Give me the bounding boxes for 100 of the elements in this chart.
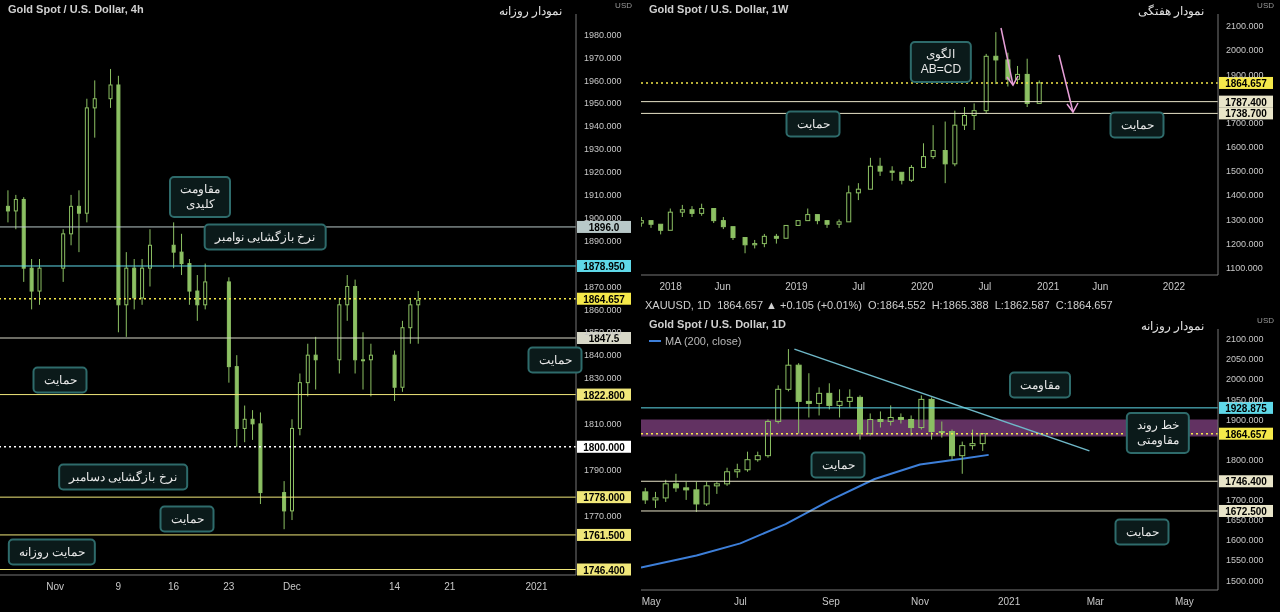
ref-line-label: 1746.400 bbox=[1225, 476, 1268, 488]
ref-line-label: 1761.500 bbox=[583, 529, 626, 541]
annotation: نرخ بازگشایی نوامبر bbox=[203, 223, 327, 251]
candlestick bbox=[942, 121, 948, 184]
y-tick-label: 1600.000 bbox=[1226, 535, 1264, 546]
x-tick-label: 14 bbox=[388, 581, 401, 593]
x-tick-label: 21 bbox=[444, 581, 456, 593]
candlestick bbox=[724, 467, 731, 487]
ref-line-label: 1928.875 bbox=[1225, 402, 1268, 414]
x-tick-label: Jul bbox=[852, 281, 866, 293]
x-tick-label: Nov bbox=[911, 596, 929, 608]
x-tick-label: Dec bbox=[283, 581, 301, 593]
y-axis-title: USD bbox=[615, 1, 632, 10]
y-tick-label: 1910.000 bbox=[584, 190, 622, 201]
candlestick bbox=[21, 196, 26, 283]
candlestick bbox=[648, 220, 654, 229]
candlestick bbox=[993, 31, 999, 85]
candlestick bbox=[689, 205, 695, 218]
annotation: حمایت bbox=[159, 505, 215, 533]
annotation: نمودار روزانه bbox=[1140, 319, 1204, 333]
candlestick bbox=[672, 473, 679, 493]
x-tick-label: 2022 bbox=[1162, 281, 1186, 293]
candlestick bbox=[147, 228, 152, 287]
candlestick bbox=[816, 386, 823, 416]
y-tick-label: 1920.000 bbox=[584, 167, 622, 178]
candlestick bbox=[282, 480, 287, 530]
annotation: حمایت bbox=[1109, 111, 1165, 139]
candlestick bbox=[836, 218, 842, 229]
candlestick bbox=[971, 102, 977, 131]
candlestick bbox=[195, 274, 200, 322]
chart-title: Gold Spot / U.S. Dollar, 1D bbox=[649, 318, 786, 330]
x-tick-label: May bbox=[1174, 596, 1194, 608]
candlestick bbox=[290, 418, 294, 521]
candlestick bbox=[908, 414, 915, 437]
y-tick-label: 1830.000 bbox=[584, 373, 622, 384]
legend-label: MA (200, close) bbox=[665, 335, 742, 347]
y-tick-label: 1400.000 bbox=[1226, 190, 1264, 201]
ref-line-label: 1778.000 bbox=[583, 492, 626, 504]
candlestick bbox=[5, 189, 10, 223]
x-tick-label: 2021 bbox=[525, 581, 549, 593]
candlestick bbox=[983, 53, 989, 114]
ref-line-label: 1672.500 bbox=[1225, 505, 1268, 517]
y-axis-title: USD bbox=[1257, 1, 1274, 10]
candlestick bbox=[140, 258, 145, 306]
annotation: حمایت bbox=[527, 346, 583, 374]
candlestick bbox=[949, 429, 956, 461]
x-tick-label: Sep bbox=[822, 596, 841, 608]
candlestick bbox=[242, 405, 247, 443]
annotation: حمایت bbox=[1114, 518, 1170, 546]
candlestick bbox=[76, 189, 81, 253]
ref-line-label: 1896.0 bbox=[588, 221, 620, 233]
y-tick-label: 1860.000 bbox=[584, 304, 622, 315]
y-tick-label: 2050.000 bbox=[1226, 354, 1264, 365]
candlestick bbox=[877, 157, 883, 177]
candlestick bbox=[297, 373, 302, 436]
annotation: خط روند مقاومتی bbox=[1125, 412, 1191, 454]
ref-line-label: 1746.400 bbox=[583, 564, 626, 576]
x-tick-label: Jul bbox=[978, 281, 992, 293]
y-tick-label: 1940.000 bbox=[584, 121, 622, 132]
y-tick-label: 1770.000 bbox=[584, 510, 622, 521]
y-tick-label: 1900.000 bbox=[584, 212, 622, 223]
y-tick-label: 1960.000 bbox=[584, 75, 622, 86]
x-tick-label: 9 bbox=[115, 581, 122, 593]
candlestick bbox=[783, 224, 789, 239]
candlestick bbox=[867, 412, 874, 437]
candlestick bbox=[775, 384, 782, 425]
y-tick-label: 1840.000 bbox=[584, 350, 622, 361]
candlestick bbox=[730, 226, 736, 241]
y-tick-label: 2100.000 bbox=[1226, 334, 1264, 345]
y-tick-label: 1890.000 bbox=[584, 235, 622, 246]
candlestick bbox=[764, 418, 771, 459]
y-tick-label: 1100.000 bbox=[1226, 262, 1263, 273]
y-tick-label: 1870.000 bbox=[584, 281, 622, 292]
annotation: حمایت bbox=[785, 110, 841, 138]
y-tick-label: 1600.000 bbox=[1226, 142, 1264, 153]
y-tick-label: 1300.000 bbox=[1226, 214, 1264, 225]
candlestick bbox=[920, 142, 926, 168]
ref-line-label: 1787.400 bbox=[1225, 96, 1268, 108]
x-tick-label: Jul bbox=[733, 596, 747, 608]
y-tick-label: 1500.000 bbox=[1226, 166, 1264, 177]
candlestick bbox=[353, 279, 358, 374]
candlestick bbox=[368, 343, 373, 397]
candlestick bbox=[877, 410, 884, 429]
candlestick bbox=[867, 157, 873, 190]
y-tick-label: 1700.000 bbox=[1226, 117, 1264, 128]
y-tick-label: 1900.000 bbox=[1226, 414, 1264, 425]
candlestick bbox=[250, 409, 255, 441]
candlestick bbox=[361, 331, 366, 391]
candlestick bbox=[226, 276, 231, 384]
candlestick bbox=[795, 362, 802, 435]
candlestick bbox=[773, 233, 779, 245]
candlestick bbox=[234, 354, 239, 448]
y-tick-label: 1950.000 bbox=[584, 98, 622, 109]
x-tick-label: 2021 bbox=[997, 596, 1021, 608]
y-tick-label: 1950.000 bbox=[1226, 394, 1264, 405]
ref-line-label: 1864.657 bbox=[1225, 77, 1268, 89]
y-tick-label: 1790.000 bbox=[584, 464, 622, 475]
ref-line-label: 1864.657 bbox=[583, 293, 626, 305]
y-tick-label: 1500.000 bbox=[1226, 575, 1264, 586]
candlestick bbox=[711, 208, 717, 224]
